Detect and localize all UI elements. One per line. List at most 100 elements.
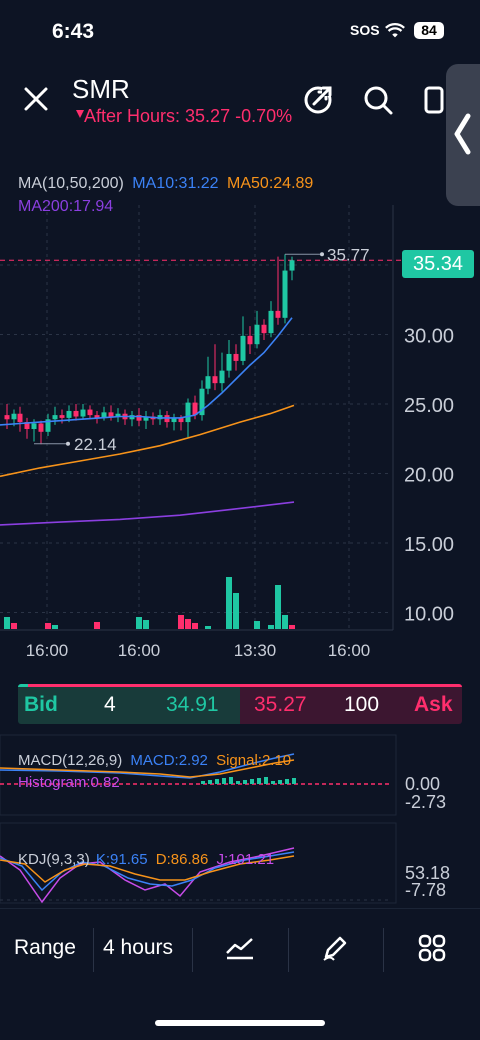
- ma200-line: [0, 501, 295, 526]
- grid-menu-icon[interactable]: [418, 934, 446, 962]
- candle-body: [212, 376, 218, 384]
- macd-value: MACD:2.92: [130, 752, 208, 769]
- j-value: J:101.21: [216, 851, 275, 868]
- macd-line: [0, 753, 295, 779]
- d-line: [0, 855, 295, 883]
- ask-label: Ask: [414, 693, 453, 716]
- home-indicator[interactable]: [155, 1020, 325, 1026]
- phone-icon[interactable]: [420, 82, 452, 114]
- bid-price: 34.91: [166, 693, 219, 716]
- panel-frame: [0, 822, 397, 904]
- candle-body: [101, 412, 107, 418]
- high-marker-dot: [320, 252, 324, 257]
- histogram-bar: [292, 778, 296, 784]
- status-time: 6:43: [52, 20, 95, 43]
- toolbar-divider: [192, 928, 193, 972]
- histogram-bar: [208, 780, 212, 784]
- volume-bar: [4, 617, 10, 629]
- volume-bar: [52, 625, 58, 629]
- side-panel-tab[interactable]: [446, 64, 480, 206]
- candle-body: [80, 409, 86, 417]
- candle-body: [289, 260, 295, 271]
- histogram-bar: [229, 777, 233, 784]
- kdj-tick-bottom: -7.78: [405, 880, 447, 900]
- y-tick-label: 30.00: [404, 326, 454, 348]
- candle-body: [254, 324, 260, 345]
- ma50-line: [0, 404, 295, 478]
- volume-bar: [226, 577, 232, 629]
- candle-body: [52, 415, 58, 420]
- share-icon[interactable]: [302, 84, 334, 116]
- candle-body: [4, 415, 10, 420]
- volume-bar: [289, 625, 295, 629]
- toolbar-divider: [288, 928, 289, 972]
- low-price-label: 22.14: [74, 435, 117, 454]
- ma50-value: MA50:24.89: [227, 175, 314, 192]
- candle-body: [45, 419, 51, 432]
- histogram-bar: [201, 781, 205, 784]
- volume-bar: [45, 623, 51, 629]
- range-value-button[interactable]: 4 hours: [103, 936, 174, 959]
- bid-ask-bar[interactable]: Bid 4 34.91 35.27 100 Ask: [18, 684, 462, 724]
- signal-line: [0, 759, 295, 778]
- volume-bar: [268, 625, 274, 629]
- d-value: D:86.86: [155, 851, 209, 868]
- sos-indicator: SOS: [350, 22, 380, 38]
- k-line: [0, 851, 295, 892]
- candle-body: [31, 423, 37, 430]
- histogram-bar: [271, 781, 275, 784]
- ask-side: [240, 684, 462, 724]
- down-arrow-icon: [76, 110, 84, 118]
- histogram-bar: [278, 780, 282, 784]
- kdj-panel[interactable]: [0, 822, 480, 906]
- candle-body: [219, 370, 225, 384]
- ma10-value: MA10:31.22: [132, 175, 219, 192]
- candle-body: [205, 376, 211, 389]
- ma-legend: MA(10,50,200) MA10:31.22 MA50:24.89: [18, 175, 313, 193]
- histogram-bar: [257, 778, 261, 784]
- candle-body: [115, 413, 121, 417]
- candle-body: [24, 422, 30, 430]
- signal-value: Signal:2.10: [216, 752, 292, 769]
- candle-body: [178, 417, 184, 423]
- close-icon[interactable]: [22, 85, 50, 113]
- candle-body: [17, 413, 23, 423]
- candle-body: [192, 402, 198, 416]
- candle-body: [171, 417, 177, 423]
- macd-legend: MACD(12,26,9) MACD:2.92 Signal:2.10: [18, 752, 291, 769]
- toolbar-divider: [93, 928, 94, 972]
- macd-label: MACD(12,26,9): [18, 752, 123, 769]
- ask-price: 35.27: [254, 693, 307, 716]
- volume-bar: [178, 615, 184, 629]
- candle-body: [240, 335, 246, 361]
- candle-body: [226, 353, 232, 371]
- candle-body: [185, 402, 191, 423]
- search-icon[interactable]: [362, 84, 394, 116]
- range-button[interactable]: Range: [14, 936, 76, 959]
- ma10-line: [0, 317, 293, 426]
- histogram-bar: [250, 779, 254, 784]
- chevron-left-icon: [454, 113, 471, 155]
- draw-pen-icon[interactable]: [320, 933, 350, 963]
- volume-bar: [185, 619, 191, 629]
- volume-bar: [136, 617, 142, 629]
- low-marker-dot: [66, 441, 70, 446]
- candle-body: [275, 310, 281, 318]
- indicator-chart-icon[interactable]: [225, 935, 255, 961]
- candle-body: [94, 415, 100, 418]
- macd-panel[interactable]: [0, 734, 480, 816]
- histogram-bar: [222, 778, 226, 784]
- candle-body: [247, 335, 253, 345]
- kdj-label: KDJ(9,3,3): [18, 851, 90, 868]
- x-tick-label: 16:00: [118, 641, 161, 660]
- x-tick-label: 16:00: [328, 641, 371, 660]
- candle-body: [233, 353, 239, 361]
- ma-label: MA(10,50,200): [18, 175, 124, 192]
- ticker-title: SMR: [72, 74, 130, 104]
- histogram-bar: [264, 777, 268, 784]
- price-chart[interactable]: 35.0030.0025.0020.0015.0010.0016:0016:00…: [0, 200, 480, 680]
- candle-body: [261, 324, 267, 334]
- candle-body: [268, 310, 274, 334]
- histogram-value: Histogram:0.82: [18, 774, 120, 791]
- candle-body: [199, 388, 205, 416]
